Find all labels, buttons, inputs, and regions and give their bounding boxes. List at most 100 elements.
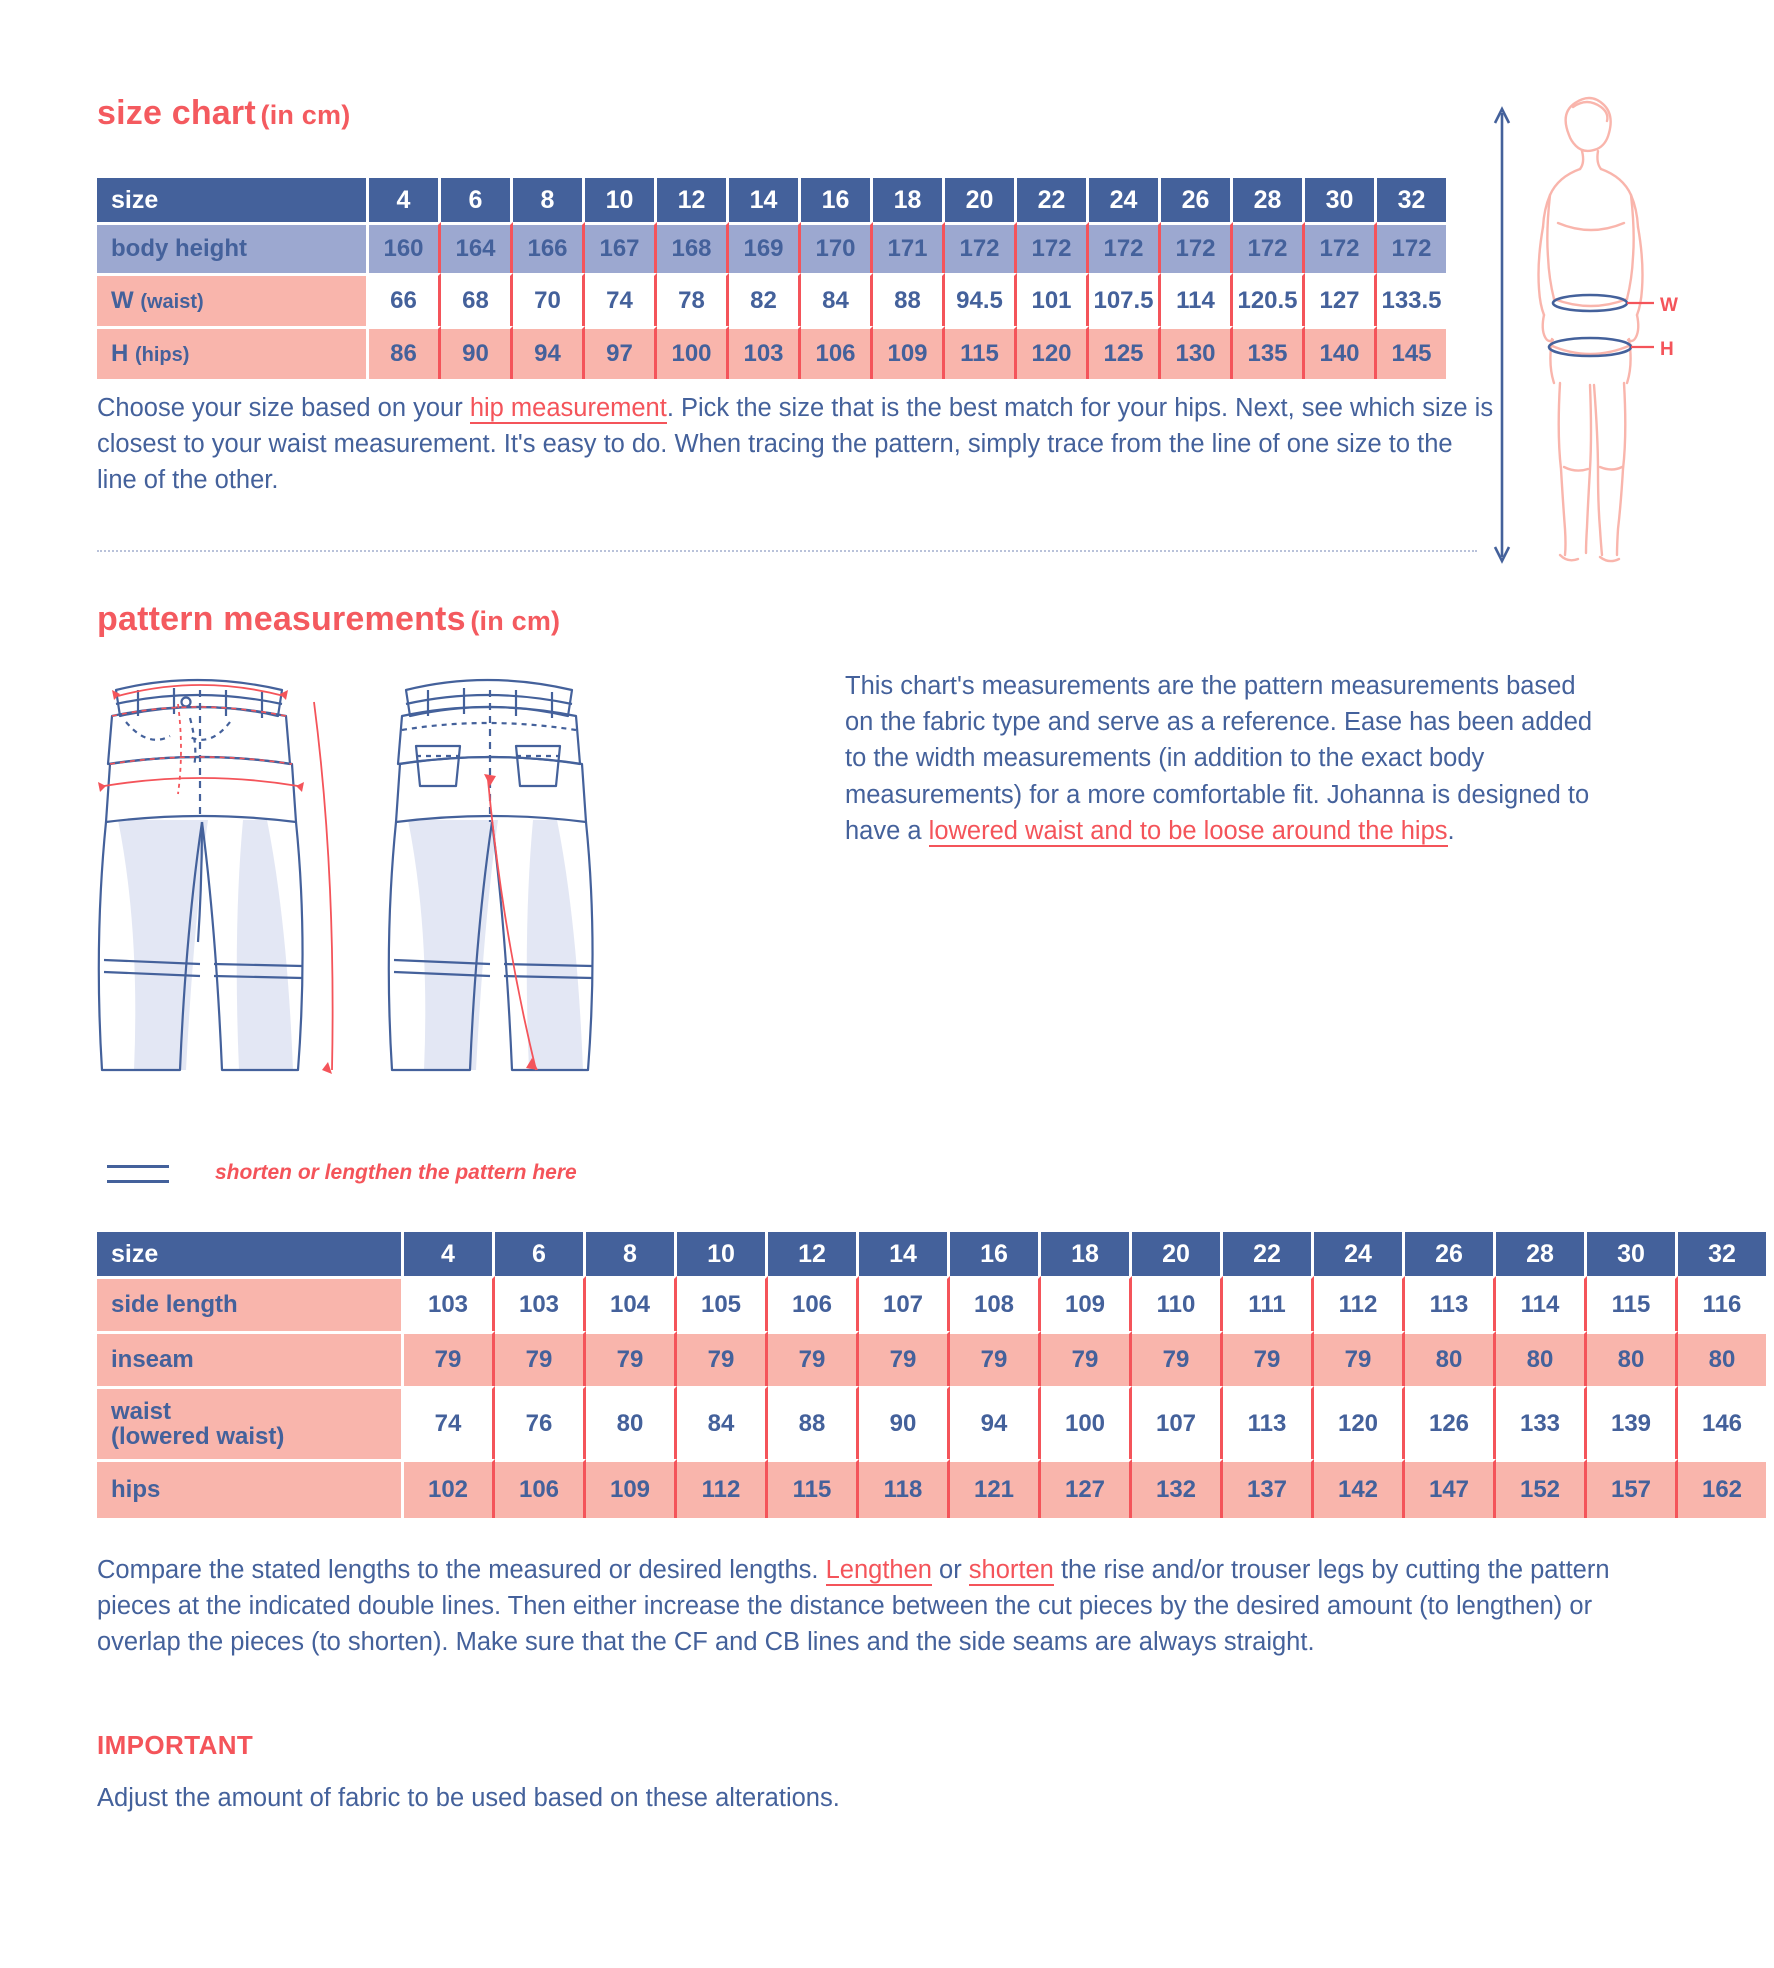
table-header-size-6: 6 — [495, 1232, 586, 1276]
table-cell: 79 — [677, 1331, 768, 1386]
table-cell: 147 — [1405, 1459, 1496, 1518]
table-header-size-28: 28 — [1233, 178, 1305, 222]
shorten-lengthen-note: shorten or lengthen the pattern here — [215, 1161, 577, 1184]
table-cell: 88 — [768, 1386, 859, 1459]
table-header-size-label: size — [97, 1232, 404, 1276]
table-cell: 107 — [1132, 1386, 1223, 1459]
table-cell: 79 — [495, 1331, 586, 1386]
table-cell: 80 — [1405, 1331, 1496, 1386]
compare-mid: or — [931, 1556, 969, 1584]
table-header-size-16: 16 — [950, 1232, 1041, 1276]
table-cell: 79 — [950, 1331, 1041, 1386]
table-header-size-26: 26 — [1405, 1232, 1496, 1276]
table-cell: 126 — [1405, 1386, 1496, 1459]
table-cell: 79 — [768, 1331, 859, 1386]
pattern-measurements-title: pattern measurements — [97, 600, 466, 638]
table-cell: 113 — [1223, 1386, 1314, 1459]
trouser-back-view — [387, 678, 594, 1072]
compare-part2: the rise and/or trouser legs by cutting … — [97, 1556, 1610, 1657]
table-cell: 76 — [495, 1386, 586, 1459]
table-cell: 142 — [1314, 1459, 1405, 1518]
body-figure-illustration: W H — [1490, 95, 1740, 565]
size-chart-table: size 4 6 8 10 12 14 16 18 20 22 24 26 28 30 32 body hei… — [97, 178, 1446, 379]
table-header-size-30: 30 — [1587, 1232, 1678, 1276]
table-cell: 94 — [950, 1386, 1041, 1459]
pattern-desc-part1: This chart's measurements are the patter… — [845, 672, 1593, 845]
table-header-size-24: 24 — [1314, 1232, 1405, 1276]
table-cell: 160 — [369, 222, 441, 273]
table-cell: 109 — [1041, 1276, 1132, 1331]
table-cell: 80 — [1496, 1331, 1587, 1386]
table-header-size-22: 22 — [1223, 1232, 1314, 1276]
size-chart-table-wrap: size 4 6 8 10 12 14 16 18 20 22 24 26 28 30 32 body hei… — [97, 178, 1446, 379]
table-header-size-20: 20 — [1132, 1232, 1223, 1276]
table-cell: 112 — [1314, 1276, 1405, 1331]
table-cell: 172 — [1161, 222, 1233, 273]
table-cell: 82 — [729, 273, 801, 326]
table-cell: 118 — [859, 1459, 950, 1518]
table-cell: 172 — [1089, 222, 1161, 273]
table-cell: 105 — [677, 1276, 768, 1331]
table-header-size-16: 16 — [801, 178, 873, 222]
table-cell: 79 — [1041, 1331, 1132, 1386]
table-cell: 120 — [1017, 326, 1089, 379]
table-header-size-6: 6 — [441, 178, 513, 222]
row-label: hips — [97, 1459, 404, 1518]
pattern-measurements-unit: (in cm) — [470, 606, 561, 636]
table-cell: 115 — [945, 326, 1017, 379]
table-cell: 145 — [1377, 326, 1446, 379]
instructions-part2: . Pick the size that is the best match f… — [97, 394, 1494, 495]
shorten-link[interactable]: shorten — [968, 1556, 1054, 1586]
table-header-size-12: 12 — [768, 1232, 859, 1276]
hips-marker-label: H — [1660, 339, 1674, 360]
table-cell: 127 — [1305, 273, 1377, 326]
table-header-row: size 4 6 8 10 12 14 16 18 20 22 24 26 28 30 32 — [97, 178, 1446, 222]
table-header-size-10: 10 — [585, 178, 657, 222]
table-cell: 171 — [873, 222, 945, 273]
table-cell: 88 — [873, 273, 945, 326]
table-cell: 130 — [1161, 326, 1233, 379]
lowered-waist-link[interactable]: lowered waist and to be loose around the… — [928, 816, 1448, 847]
table-cell: 133 — [1496, 1386, 1587, 1459]
table-row: waist (lowered waist) 74 76 80 84 88 90 94 100 107… — [97, 1386, 1766, 1459]
table-cell: 120.5 — [1233, 273, 1305, 326]
table-header-size-14: 14 — [729, 178, 801, 222]
table-cell: 102 — [404, 1459, 495, 1518]
table-cell: 146 — [1678, 1386, 1766, 1459]
table-cell: 168 — [657, 222, 729, 273]
table-header-size-10: 10 — [677, 1232, 768, 1276]
table-row: body height 160 164 166 167 168 169 170 171 172 17… — [97, 222, 1446, 273]
table-header-size-18: 18 — [1041, 1232, 1132, 1276]
table-cell: 132 — [1132, 1459, 1223, 1518]
table-header-size-24: 24 — [1089, 178, 1161, 222]
table-cell: 114 — [1496, 1276, 1587, 1331]
table-cell: 125 — [1089, 326, 1161, 379]
table-cell: 172 — [1305, 222, 1377, 273]
table-header-size-22: 22 — [1017, 178, 1089, 222]
table-cell: 79 — [586, 1331, 677, 1386]
table-cell: 120 — [1314, 1386, 1405, 1459]
pattern-measurements-description: This chart's measurements are the patter… — [845, 668, 1605, 849]
table-row: side length 103 103 104 105 106 107 108 109 110 11… — [97, 1276, 1766, 1331]
lengthen-link[interactable]: Lengthen — [825, 1556, 932, 1586]
table-cell: 68 — [441, 273, 513, 326]
table-row: W (waist) 66 68 70 74 78 82 84 88 94.5 101 107.5 114… — [97, 273, 1446, 326]
table-cell: 110 — [1132, 1276, 1223, 1331]
pattern-measurements-heading: pattern measurements (in cm) — [97, 600, 560, 639]
table-cell: 84 — [801, 273, 873, 326]
hip-measurement-link[interactable]: hip measurement — [469, 394, 667, 424]
table-cell: 172 — [1017, 222, 1089, 273]
table-cell: 121 — [950, 1459, 1041, 1518]
table-cell: 80 — [1587, 1331, 1678, 1386]
instructions-part1: Choose your size based on your — [97, 394, 470, 422]
table-row: H (hips) 86 90 94 97 100 103 106 109 115 120 125 130… — [97, 326, 1446, 379]
table-header-size-label: size — [97, 178, 369, 222]
row-label: body height — [97, 222, 369, 273]
table-cell: 109 — [873, 326, 945, 379]
table-header-size-20: 20 — [945, 178, 1017, 222]
size-chart-heading: size chart (in cm) — [97, 94, 350, 133]
table-cell: 79 — [404, 1331, 495, 1386]
double-line-legend-icon — [107, 1165, 169, 1183]
table-cell: 162 — [1678, 1459, 1766, 1518]
size-chart-title: size chart — [97, 94, 256, 132]
